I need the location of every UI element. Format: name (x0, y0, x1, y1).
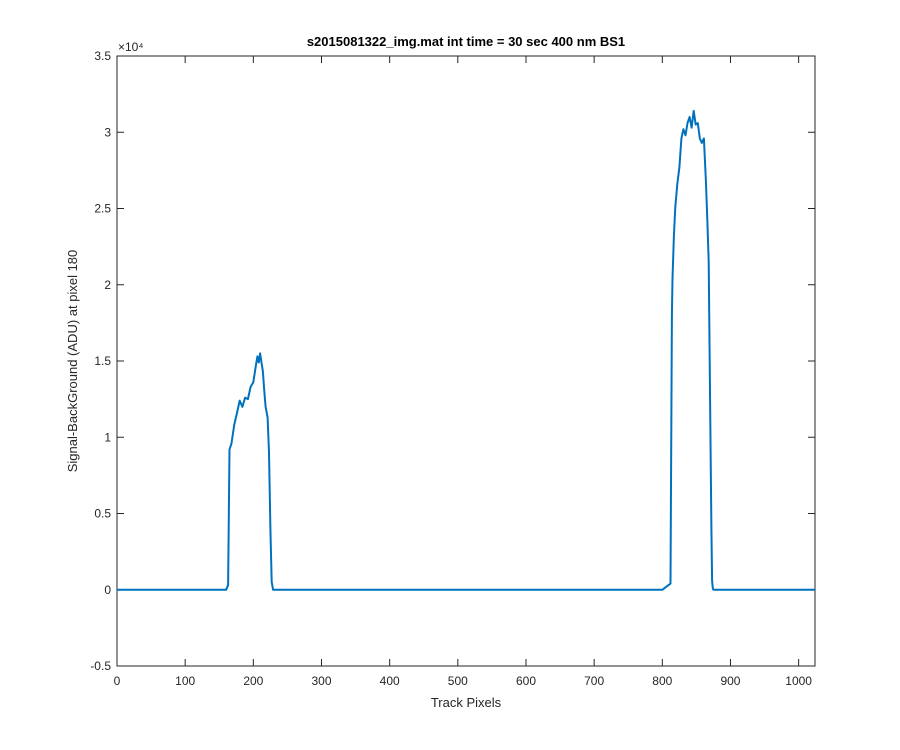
y-tick-label: 2.5 (94, 202, 111, 216)
x-tick-label: 700 (584, 674, 604, 688)
y-tick-label: 3 (104, 125, 111, 139)
x-tick-label: 1000 (785, 674, 812, 688)
x-axis-ticks: 0 100 200 300 400 500 600 700 800 900 1000 (114, 56, 812, 688)
x-tick-label: 200 (243, 674, 263, 688)
x-axis-label: Track Pixels (431, 695, 502, 710)
x-tick-label: 600 (516, 674, 536, 688)
series-line (117, 109, 815, 591)
y-tick-label: 3.5 (94, 49, 111, 63)
x-tick-label: 300 (311, 674, 331, 688)
chart-title: s2015081322_img.mat int time = 30 sec 40… (307, 34, 625, 49)
x-tick-label: 800 (652, 674, 672, 688)
x-tick-label: 400 (380, 674, 400, 688)
x-tick-label: 500 (448, 674, 468, 688)
x-tick-label: 900 (720, 674, 740, 688)
y-tick-label: -0.5 (90, 659, 111, 673)
x-tick-label: 0 (114, 674, 121, 688)
x-tick-label: 100 (175, 674, 195, 688)
plot-area: 0 100 200 300 400 500 600 700 800 900 1000 -0.500.… (90, 49, 816, 688)
y-multiplier-label: ×10⁴ (118, 40, 144, 54)
y-tick-label: 1 (104, 430, 111, 444)
y-tick-label: 0.5 (94, 507, 111, 521)
y-tick-label: 0 (104, 583, 111, 597)
y-axis-ticks: -0.5 0 0.5 1 1.5 2 2.5 3 3.5 (90, 49, 815, 673)
axes-box (116, 55, 816, 667)
y-tick-label: 2 (104, 278, 111, 292)
y-tick-label: 1.5 (94, 354, 111, 368)
y-axis-label: Signal-BackGround (ADU) at pixel 180 (65, 250, 80, 473)
